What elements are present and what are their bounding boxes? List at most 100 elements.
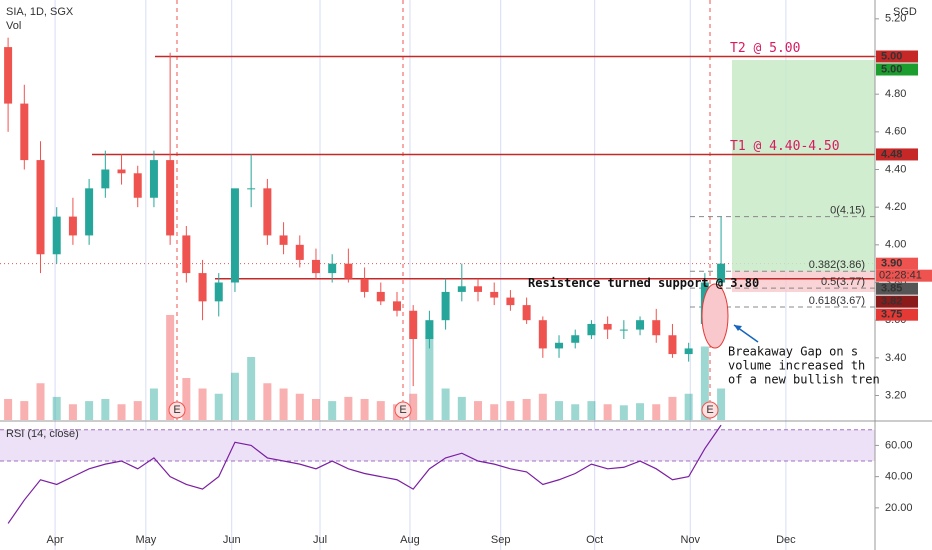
candle-body xyxy=(328,263,337,274)
earnings-marker xyxy=(394,401,412,419)
y-tick-label: 4.80 xyxy=(885,88,906,100)
volume-bar xyxy=(603,404,612,420)
earnings-marker xyxy=(701,401,719,419)
rsi-band xyxy=(0,429,875,462)
x-tick-label: Dec xyxy=(776,534,796,546)
candle-body xyxy=(587,323,596,336)
volume-bar xyxy=(4,399,13,420)
candle-body xyxy=(117,169,126,174)
candle-body xyxy=(636,320,645,330)
candle-body xyxy=(166,160,175,236)
candle-body xyxy=(684,348,693,355)
candle-body xyxy=(360,278,369,292)
annotation: of a new bullish tren xyxy=(728,373,880,387)
candle-body xyxy=(344,263,353,279)
candle-body xyxy=(652,320,661,336)
volume-bar xyxy=(295,393,304,420)
volume-bar xyxy=(198,388,207,420)
candle-body xyxy=(214,282,223,302)
candle-body xyxy=(555,342,564,349)
price-badge xyxy=(876,63,918,76)
candle-body xyxy=(263,188,272,236)
y-tick-label: 4.60 xyxy=(885,126,906,138)
candle-body xyxy=(392,301,401,311)
gap-highlight xyxy=(701,283,729,349)
candle-body xyxy=(198,273,207,302)
volume-bar xyxy=(117,404,126,420)
volume-bar xyxy=(700,346,709,420)
chart-title: SIA, 1D, SGX xyxy=(6,6,74,18)
price-badge-label: 3.85 xyxy=(881,283,902,295)
volume-bar xyxy=(474,401,483,420)
y-tick-label: 3.20 xyxy=(885,389,906,401)
earnings-label: E xyxy=(706,404,713,416)
volume-bar xyxy=(684,393,693,420)
level-label: T1 @ 4.40-4.50 xyxy=(730,139,840,154)
earnings-marker xyxy=(168,401,186,419)
x-tick-label: Nov xyxy=(680,534,700,546)
x-tick-label: Jun xyxy=(223,534,241,546)
price-badge xyxy=(876,308,918,321)
candle-body xyxy=(85,188,94,236)
price-badge xyxy=(876,257,918,270)
candle-body xyxy=(571,335,580,343)
volume-bar xyxy=(457,396,466,420)
volume-bar xyxy=(571,404,580,420)
price-badge-label: 5.00 xyxy=(881,63,902,75)
volume-bar xyxy=(652,404,661,420)
earnings-label: E xyxy=(399,404,406,416)
volume-bar xyxy=(376,401,385,420)
candle-body xyxy=(717,263,726,283)
x-tick-label: Jul xyxy=(313,534,327,546)
candle-body xyxy=(279,235,288,245)
volume-bar xyxy=(85,401,94,420)
fib-label: 0.618(3.67) xyxy=(809,295,865,307)
rsi-title: RSI (14, close) xyxy=(6,428,79,440)
x-tick-label: Sep xyxy=(491,534,511,546)
price-badge-label: 4.48 xyxy=(881,148,902,160)
y-tick-label: 4.40 xyxy=(885,163,906,175)
volume-bar xyxy=(490,404,499,420)
volume-bar xyxy=(506,401,515,420)
price-badge xyxy=(876,295,918,308)
volume-bar xyxy=(538,393,547,420)
volume-bar xyxy=(441,388,450,420)
fib-label: 0(4.15) xyxy=(830,204,865,216)
y-tick-label: 40.00 xyxy=(885,471,913,483)
candle-body xyxy=(311,259,320,274)
candle-body xyxy=(20,103,29,161)
price-badge xyxy=(876,148,918,161)
volume-bar xyxy=(587,401,596,420)
price-badge xyxy=(876,282,918,295)
volume-bar xyxy=(409,393,418,420)
fib-label: 0.5(3.77) xyxy=(821,276,865,288)
candle-body xyxy=(490,291,499,298)
level-label: T2 @ 5.00 xyxy=(730,41,800,56)
price-badge-label: 3.90 xyxy=(881,258,902,270)
volume-bar xyxy=(344,396,353,420)
volume-bar xyxy=(279,388,288,420)
arrow-head xyxy=(734,325,742,331)
candle-body xyxy=(36,160,45,255)
price-badge-label: 5.00 xyxy=(881,50,902,62)
volume-bar xyxy=(555,401,564,420)
volume-bar xyxy=(133,401,142,420)
candle-body xyxy=(52,216,61,255)
volume-bar xyxy=(149,388,158,420)
volume-bar xyxy=(214,393,223,420)
annotation: Breakaway Gap on s xyxy=(728,345,858,359)
y-tick-label: 4.00 xyxy=(885,239,906,251)
x-tick-label: May xyxy=(135,534,156,546)
candle-body xyxy=(182,235,191,274)
countdown-badge xyxy=(876,269,932,282)
volume-bar xyxy=(636,403,645,420)
candle-body xyxy=(522,305,531,321)
candle-body xyxy=(149,160,158,198)
candle-body xyxy=(247,188,256,190)
y-tick-label: 4.20 xyxy=(885,201,906,213)
candle-body xyxy=(409,310,418,340)
volume-bar xyxy=(311,399,320,420)
level-label: Resistence turned support @ 3.80 xyxy=(528,276,759,290)
candle-body xyxy=(133,173,142,198)
